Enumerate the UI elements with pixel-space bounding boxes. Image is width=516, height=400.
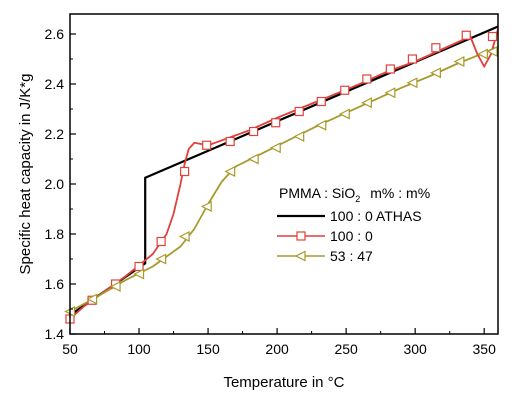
x-tick-label: 250 [334, 341, 358, 357]
legend-header-label: PMMA : SiO [279, 185, 355, 201]
pmma-data-point [431, 43, 441, 53]
legend-label-composite: 53 : 47 [330, 248, 373, 264]
pmma-data-point [225, 136, 235, 147]
composite-data-point [247, 153, 259, 165]
composite-data-point [293, 131, 305, 142]
x-tick-label: 50 [62, 341, 78, 357]
pmma-data-point [461, 30, 471, 40]
plot-background [70, 14, 498, 334]
y-tick-label: 2.0 [45, 176, 65, 192]
pmma-data-point [407, 54, 417, 64]
x-axis-title: Temperature in °C [223, 374, 344, 391]
composite-data-point [360, 97, 372, 109]
composite-data-point [269, 142, 281, 154]
legend-marker-composite [294, 250, 306, 262]
pmma-data-point [362, 74, 372, 84]
x-tick-label: 100 [127, 341, 151, 357]
legend-header-subscript: 2 [355, 194, 360, 204]
y-tick-label: 2.2 [45, 126, 65, 142]
legend-label-pmma: 100 : 0 [330, 228, 373, 244]
legend-header: PMMA : SiO2 m% : m% [279, 185, 430, 204]
series-composite-line [70, 46, 496, 313]
composite-data-point [430, 67, 441, 79]
legend-header-units: m% : m% [370, 185, 430, 201]
composite-data-point [338, 108, 350, 120]
pmma-data-point [316, 96, 326, 107]
y-tick-label: 2.4 [45, 76, 65, 92]
pmma-data-point [156, 236, 166, 247]
marker-layer [64, 30, 498, 324]
legend-marker-pmma [296, 231, 306, 241]
y-axis-title: Specific heat capacity in J/K*g [17, 74, 34, 275]
x-tick-label: 350 [473, 341, 497, 357]
composite-data-point [86, 293, 98, 305]
x-tick-label: 150 [196, 341, 220, 357]
x-tick-label: 300 [403, 341, 427, 357]
y-tick-label: 2.6 [45, 26, 65, 42]
pmma-data-point [249, 126, 259, 137]
pmma-data-point [340, 85, 350, 95]
tick-layer: 50 100 150 200 250 300 350 1.4 1.6 1.8 2.0 2.2 2.4 2.… [45, 26, 497, 357]
y-tick-label: 1.6 [45, 276, 65, 292]
composite-data-point [178, 231, 190, 242]
series-pmma-dashed-overlay [207, 28, 498, 147]
composite-data-point [315, 119, 327, 131]
pmma-data-point [179, 166, 190, 177]
composite-data-point [200, 201, 212, 212]
y-tick-label: 1.8 [45, 226, 65, 242]
composite-data-point [486, 46, 498, 57]
composite-data-point [453, 56, 465, 67]
composite-data-point [133, 268, 145, 280]
pmma-data-point [202, 140, 212, 150]
pmma-data-point [271, 118, 281, 128]
composite-data-point [476, 48, 488, 60]
pmma-data-point [134, 261, 144, 272]
composite-data-point [384, 87, 396, 99]
legend-label-athas: 100 : 0 ATHAS [330, 208, 422, 224]
y-tick-label: 1.4 [45, 326, 65, 342]
x-tick-label: 200 [265, 341, 289, 357]
pmma-data-point [294, 106, 304, 117]
plot-frame [69, 13, 499, 335]
composite-data-point [109, 281, 121, 292]
pmma-data-point [487, 31, 498, 42]
composite-data-point [224, 166, 236, 177]
composite-data-point [155, 253, 167, 265]
legend: PMMA : SiO2 m% : m% 100 : 0 ATHAS 100 : 0… [277, 185, 430, 264]
pmma-data-point [385, 64, 395, 74]
composite-data-point [406, 77, 418, 89]
